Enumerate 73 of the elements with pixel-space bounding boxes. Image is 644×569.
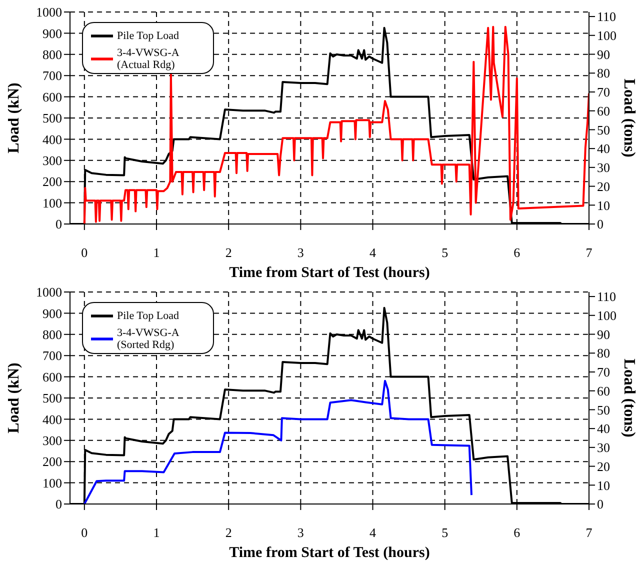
y2-tick-label: 50 <box>597 402 610 418</box>
y2-axis-title: Load (tons) <box>620 358 638 438</box>
legend-label: Pile Top Load <box>117 30 180 42</box>
line-series <box>83 380 473 504</box>
legend-label: 3-4-VWSG-A (Actual Rdg) <box>117 47 180 71</box>
y2-tick-label: 110 <box>597 289 616 304</box>
y2-tick-label: 20 <box>597 458 610 474</box>
y-tick-label: 300 <box>42 153 62 168</box>
y2-tick-label: 90 <box>597 46 610 62</box>
y2-tick-label: 0 <box>597 496 604 512</box>
legend-label: Pile Top Load <box>117 310 180 322</box>
y2-tick-label: 60 <box>597 103 610 118</box>
y2-tick-label: 50 <box>597 122 610 138</box>
x-tick-label: 6 <box>514 525 521 540</box>
y2-tick-label: 40 <box>597 141 610 156</box>
y2-tick-label: 0 <box>597 216 604 232</box>
y-tick-label: 400 <box>42 132 62 147</box>
y2-tick-label: 30 <box>597 160 610 176</box>
x-tick-label: 6 <box>514 245 521 260</box>
y-tick-label: 500 <box>42 390 62 406</box>
x-tick-label: 1 <box>153 525 160 540</box>
x-tick-label: 0 <box>81 245 88 260</box>
y-tick-label: 100 <box>42 195 62 210</box>
y-tick-label: 0 <box>56 496 62 512</box>
y-tick-label: 1000 <box>36 4 62 20</box>
x-tick-label: 3 <box>297 525 304 540</box>
y-tick-label: 800 <box>42 327 62 342</box>
x-tick-label: 4 <box>370 525 376 540</box>
y2-tick-label: 30 <box>597 440 610 456</box>
x-tick-label: 4 <box>370 245 376 260</box>
y2-tick-label: 80 <box>597 346 610 361</box>
y-tick-label: 300 <box>42 433 62 448</box>
y-tick-label: 700 <box>42 68 62 84</box>
y2-tick-label: 110 <box>597 9 616 24</box>
y2-tick-label: 20 <box>597 178 610 194</box>
y-tick-label: 500 <box>42 110 62 126</box>
x-tick-label: 0 <box>81 525 88 540</box>
y-tick-label: 400 <box>42 412 62 427</box>
y2-tick-label: 10 <box>597 478 610 493</box>
x-tick-label: 5 <box>442 525 448 540</box>
y-axis-title: Load (kN) <box>6 82 23 154</box>
y2-tick-label: 60 <box>597 383 610 398</box>
y-tick-label: 700 <box>42 348 62 364</box>
x-tick-label: 7 <box>586 245 593 260</box>
y2-tick-label: 70 <box>597 84 610 100</box>
y-tick-label: 600 <box>42 369 62 384</box>
y2-tick-label: 40 <box>597 421 610 436</box>
y2-tick-label: 90 <box>597 326 610 342</box>
y-tick-label: 900 <box>42 26 62 41</box>
y-axis-title: Load (kN) <box>6 362 23 434</box>
y-tick-label: 200 <box>42 454 62 470</box>
y2-axis-title: Load (tons) <box>620 78 638 158</box>
x-tick-label: 7 <box>586 525 593 540</box>
x-tick-label: 5 <box>442 245 448 260</box>
x-tick-label: 2 <box>225 525 232 540</box>
y2-tick-label: 10 <box>597 198 610 213</box>
y-tick-label: 600 <box>42 89 62 104</box>
y-tick-label: 0 <box>56 216 62 232</box>
y2-tick-label: 80 <box>597 66 610 81</box>
x-tick-label: 2 <box>225 245 232 260</box>
y-tick-label: 200 <box>42 174 62 190</box>
y2-tick-label: 100 <box>597 28 616 44</box>
y-tick-label: 100 <box>42 475 62 490</box>
x-tick-label: 3 <box>297 245 304 260</box>
y-tick-label: 800 <box>42 47 62 62</box>
y2-tick-label: 70 <box>597 364 610 380</box>
x-tick-label: 1 <box>153 245 160 260</box>
x-axis-title: Time from Start of Test (hours) <box>229 545 430 561</box>
y-tick-label: 1000 <box>36 284 62 300</box>
x-axis-title: Time from Start of Test (hours) <box>229 265 430 281</box>
y2-tick-label: 100 <box>597 308 616 324</box>
legend-label: 3-4-VWSG-A (Sorted Rdg) <box>117 327 180 351</box>
y-tick-label: 900 <box>42 306 62 321</box>
